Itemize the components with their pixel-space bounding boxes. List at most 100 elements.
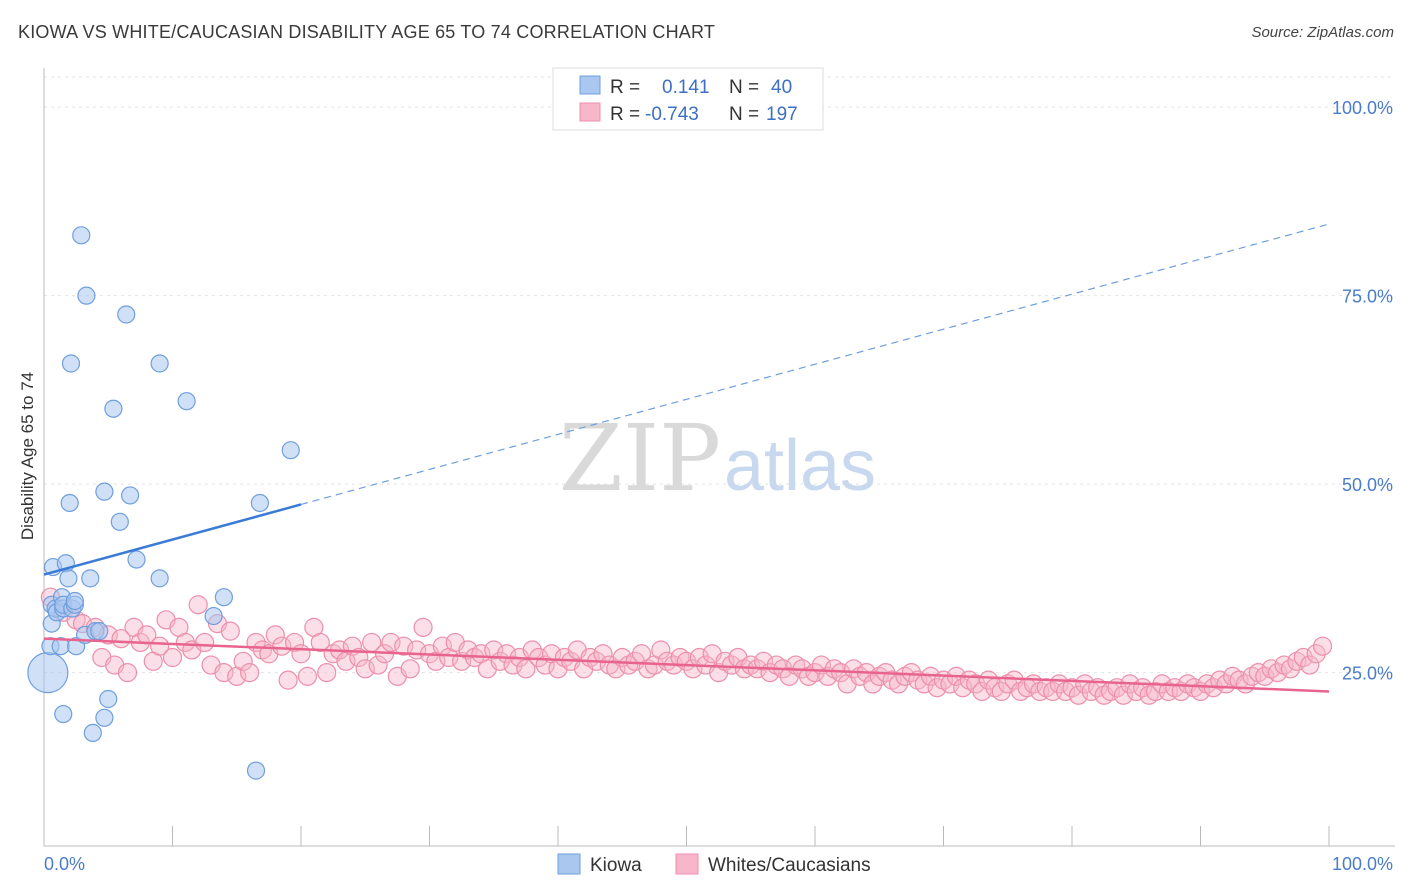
point-kiowa (110, 512, 129, 531)
point-whites (233, 651, 253, 671)
point-kiowa (104, 399, 123, 418)
point-whites (1306, 644, 1326, 664)
point-whites (368, 655, 388, 675)
series-kiowa-points (27, 226, 300, 780)
point-whites (284, 632, 305, 653)
point-whites (1312, 636, 1333, 656)
trend-kiowa-dashed (300, 223, 1330, 506)
x-tick-label: 0.0% (44, 854, 85, 874)
y-tick-label: 75.0% (1342, 287, 1393, 307)
point-whites (291, 644, 311, 664)
point-kiowa (250, 493, 269, 513)
point-whites (413, 617, 433, 637)
legend-kiowa-r-value: 0.141 (662, 77, 710, 98)
point-whites (1068, 685, 1089, 705)
point-whites (953, 678, 973, 698)
point-whites (310, 632, 330, 653)
point-kiowa (150, 569, 169, 588)
point-whites (394, 636, 414, 656)
point-whites (355, 659, 375, 679)
point-whites (721, 655, 742, 675)
point-whites (927, 678, 947, 698)
point-whites (1113, 685, 1134, 705)
grid-lines (44, 76, 1395, 674)
point-whites (1255, 666, 1275, 686)
trend-lines (43, 223, 1330, 693)
point-kiowa (90, 622, 109, 641)
point-whites (265, 625, 285, 645)
point-kiowa (27, 651, 69, 694)
point-whites (484, 640, 504, 660)
point-whites (240, 662, 260, 683)
point-kiowa (77, 286, 96, 305)
y-tick-label: 100.0% (1332, 98, 1393, 118)
bottom-legend-whites-label: Whites/Caucasians (708, 855, 871, 876)
watermark-atlas: atlas (724, 426, 876, 506)
watermark-zip: ZIP (559, 405, 721, 512)
legend-kiowa-r-label: R = (610, 77, 640, 98)
point-whites (214, 662, 234, 683)
point-whites (901, 662, 921, 683)
point-whites (297, 666, 318, 686)
legend-whites-r-label: R = (610, 104, 640, 125)
point-kiowa (281, 441, 300, 460)
point-whites (1075, 674, 1095, 694)
point-kiowa (99, 689, 118, 709)
point-whites (516, 659, 536, 679)
point-whites (966, 674, 986, 694)
point-whites (1267, 662, 1288, 683)
point-kiowa (214, 588, 233, 607)
point-whites (978, 670, 999, 690)
legend-whites-n-label: N = (729, 104, 759, 125)
point-kiowa (95, 708, 114, 727)
point-kiowa (117, 305, 136, 324)
x-tick-label: 100.0% (1332, 854, 1393, 874)
point-whites (195, 632, 215, 653)
point-whites (863, 674, 883, 694)
point-whites (272, 636, 292, 656)
legend-whites-swatch (579, 102, 601, 122)
legend-whites-r-value: -0.743 (645, 104, 699, 125)
bottom-legend: Kiowa Whites/Caucasians (557, 853, 871, 876)
legend-kiowa-n-label: N = (729, 77, 759, 98)
legend: R = 0.141 N = 40 R = -0.743 N = 197 (552, 67, 824, 131)
point-whites (162, 647, 183, 668)
point-whites (805, 662, 825, 683)
axes (43, 68, 1395, 847)
point-kiowa (83, 723, 102, 743)
point-kiowa (246, 761, 266, 780)
point-whites (753, 651, 774, 671)
bottom-legend-whites-swatch (675, 853, 699, 875)
point-whites (1171, 681, 1191, 702)
bottom-legend-kiowa-swatch (557, 853, 581, 875)
point-whites (188, 595, 208, 615)
trend-kiowa (43, 503, 302, 576)
point-kiowa (72, 226, 91, 245)
y-tick-label: 50.0% (1342, 475, 1393, 495)
point-kiowa (59, 569, 78, 588)
point-whites (991, 681, 1011, 702)
point-kiowa (60, 493, 79, 513)
point-whites (606, 659, 626, 679)
point-kiowa (95, 482, 114, 501)
point-whites (1300, 655, 1320, 675)
point-kiowa (204, 606, 223, 626)
point-kiowa (120, 486, 140, 505)
point-whites (175, 632, 195, 653)
chart-title: KIOWA VS WHITE/CAUCASIAN DISABILITY AGE … (18, 22, 716, 42)
point-kiowa (177, 392, 196, 411)
bottom-legend-kiowa-label: Kiowa (590, 855, 642, 876)
point-whites (278, 670, 298, 690)
point-whites (381, 632, 401, 653)
watermark: ZIP atlas (559, 405, 876, 512)
legend-kiowa-swatch (579, 75, 601, 95)
point-whites (1293, 647, 1313, 668)
point-whites (972, 681, 992, 702)
point-whites (651, 640, 671, 660)
y-tick-label: 25.0% (1342, 664, 1393, 684)
y-axis-title: Disability Age 65 to 74 (18, 372, 37, 540)
point-kiowa (61, 354, 81, 373)
tick-labels: 25.0% 50.0% 75.0% 100.0% 0.0% 100.0% (44, 98, 1393, 874)
point-whites (400, 659, 420, 679)
